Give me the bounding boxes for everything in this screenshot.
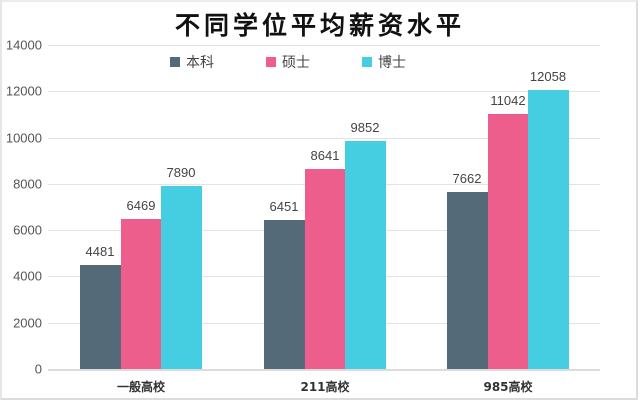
bar-doctor[interactable] bbox=[345, 141, 386, 369]
y-tick-label: 12000 bbox=[5, 83, 42, 99]
gridline bbox=[48, 91, 600, 92]
bar-value-label: 12058 bbox=[529, 69, 567, 84]
x-tick-label: 一般高校 bbox=[116, 380, 165, 394]
bar-value-label: 7662 bbox=[452, 171, 482, 186]
gridline bbox=[48, 45, 600, 46]
bar-value-label: 8641 bbox=[310, 148, 340, 163]
bar-master[interactable] bbox=[305, 169, 345, 369]
y-tick-label: 4000 bbox=[13, 268, 42, 284]
bar-value-label: 6451 bbox=[269, 199, 299, 214]
chart-title: 不同学位平均薪资水平 bbox=[174, 11, 465, 40]
bar-doctor[interactable] bbox=[161, 186, 202, 369]
chart-legend: 本科 硕士 博士 bbox=[170, 52, 458, 72]
bar-master[interactable] bbox=[488, 114, 528, 369]
bar-value-label: 4481 bbox=[85, 244, 115, 259]
bar-value-label: 7890 bbox=[166, 165, 196, 180]
legend-label: 本科 bbox=[186, 55, 214, 71]
bar-bachelor[interactable] bbox=[80, 265, 121, 369]
x-tick-label: 211高校 bbox=[300, 380, 350, 394]
legend-item-doctor[interactable]: 博士 bbox=[362, 52, 406, 72]
x-axis-line bbox=[48, 369, 600, 371]
legend-swatch-icon bbox=[266, 57, 276, 67]
legend-swatch-icon bbox=[362, 57, 372, 67]
bar-master[interactable] bbox=[121, 219, 161, 369]
y-tick-label: 8000 bbox=[13, 176, 42, 192]
x-tick-label: 985高校 bbox=[483, 380, 533, 394]
bar-value-label: 6469 bbox=[126, 198, 156, 213]
legend-item-bachelor[interactable]: 本科 bbox=[170, 52, 214, 72]
legend-label: 博士 bbox=[378, 55, 406, 71]
bar-bachelor[interactable] bbox=[447, 192, 488, 369]
bar-value-label: 11042 bbox=[490, 93, 526, 108]
bar-doctor[interactable] bbox=[528, 90, 569, 369]
bar-value-label: 9852 bbox=[350, 120, 380, 135]
legend-item-master[interactable]: 硕士 bbox=[266, 52, 310, 72]
y-tick-label: 10000 bbox=[5, 130, 42, 146]
y-tick-label: 2000 bbox=[13, 315, 42, 331]
bar-bachelor[interactable] bbox=[264, 220, 305, 369]
legend-swatch-icon bbox=[170, 57, 180, 67]
y-tick-label: 6000 bbox=[13, 222, 42, 238]
y-tick-label: 14000 bbox=[5, 37, 42, 53]
legend-label: 硕士 bbox=[282, 55, 310, 71]
gridline bbox=[48, 138, 600, 139]
y-tick-label: 0 bbox=[34, 361, 42, 377]
